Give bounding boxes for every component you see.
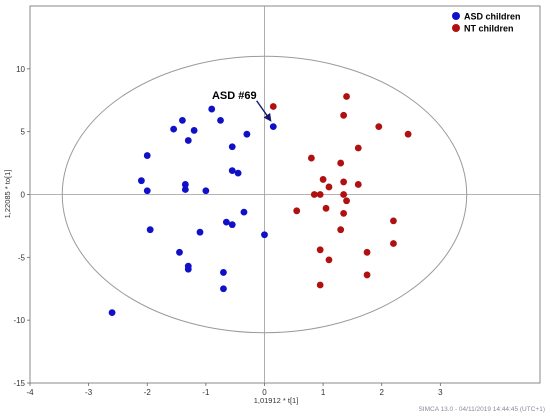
asd-point <box>190 127 198 134</box>
y-tick-label: -10 <box>13 316 25 325</box>
nt-point <box>337 226 345 234</box>
asd-point <box>269 123 277 131</box>
footer-credit: SIMCA 13.0 - 04/11/2019 14:44:45 (UTC+1) <box>418 406 545 413</box>
asd-point <box>137 177 145 185</box>
nt-point <box>325 256 333 264</box>
asd-point <box>217 116 224 124</box>
x-axis-label: 1,01912 * t[1] <box>254 396 299 405</box>
legend-marker-nt <box>452 24 460 32</box>
nt-point <box>319 176 327 183</box>
asd-point <box>208 105 216 113</box>
asd-point <box>179 116 186 124</box>
legend-label-nt: NT children <box>464 24 514 34</box>
asd-point <box>234 169 242 177</box>
asd-point <box>108 309 116 317</box>
asd-point <box>184 137 192 144</box>
y-tick-label: 10 <box>16 65 25 74</box>
asd-point <box>261 231 268 239</box>
asd-point <box>228 167 236 175</box>
nt-point <box>316 281 324 289</box>
x-tick-label: -4 <box>26 388 34 397</box>
nt-point <box>340 111 348 119</box>
nt-point <box>390 217 397 225</box>
asd-point <box>220 285 227 293</box>
nt-point <box>269 103 277 110</box>
nt-point <box>375 123 383 131</box>
nt-point <box>363 271 371 279</box>
asd-point <box>181 186 189 193</box>
nt-point <box>322 204 330 212</box>
nt-point <box>293 207 301 215</box>
asd-point <box>196 228 204 236</box>
x-tick-label: 2 <box>379 388 384 397</box>
legend-label-asd: ASD children <box>464 12 521 22</box>
nt-point <box>325 183 333 191</box>
nt-point <box>310 191 318 198</box>
x-tick-label: 1 <box>321 388 326 397</box>
nt-point <box>340 209 348 217</box>
asd-point <box>170 125 178 133</box>
x-tick-label: -3 <box>85 388 93 397</box>
y-tick-label: -5 <box>18 253 26 262</box>
asd-point <box>228 221 236 229</box>
y-tick-label: -15 <box>13 379 25 388</box>
x-tick-label: -1 <box>202 388 210 397</box>
nt-point <box>337 159 345 167</box>
nt-point <box>316 246 324 254</box>
asd-point <box>184 265 192 273</box>
nt-point <box>354 144 362 152</box>
asd-point <box>143 152 151 159</box>
nt-point <box>343 93 350 100</box>
nt-point <box>363 248 371 256</box>
asd-point <box>228 143 236 151</box>
asd-point <box>243 130 251 138</box>
asd-point <box>146 226 154 234</box>
nt-point <box>340 178 348 186</box>
annotation-arrow <box>256 100 272 122</box>
y-tick-label: 0 <box>21 191 26 200</box>
nt-point <box>307 154 315 162</box>
asd-point <box>222 218 230 226</box>
x-tick-label: -2 <box>144 388 152 397</box>
asd-point <box>240 208 248 216</box>
nt-point <box>343 197 350 205</box>
legend-marker-asd <box>452 12 460 20</box>
y-axis-label: 1,22085 * to[1] <box>3 170 12 219</box>
x-tick-label: 0 <box>262 388 267 397</box>
nt-point <box>354 181 362 188</box>
nt-point <box>316 191 324 198</box>
asd-point <box>181 181 189 188</box>
annotation-label: ASD #69 <box>212 90 257 102</box>
asd-point <box>143 187 151 195</box>
asd-point <box>202 187 210 195</box>
nt-point <box>404 130 412 138</box>
nt-point <box>340 191 348 198</box>
nt-point <box>390 240 397 247</box>
asd-point <box>176 248 183 256</box>
x-tick-label: 3 <box>438 388 443 397</box>
y-tick-label: 5 <box>21 128 26 137</box>
asd-point <box>220 269 227 276</box>
